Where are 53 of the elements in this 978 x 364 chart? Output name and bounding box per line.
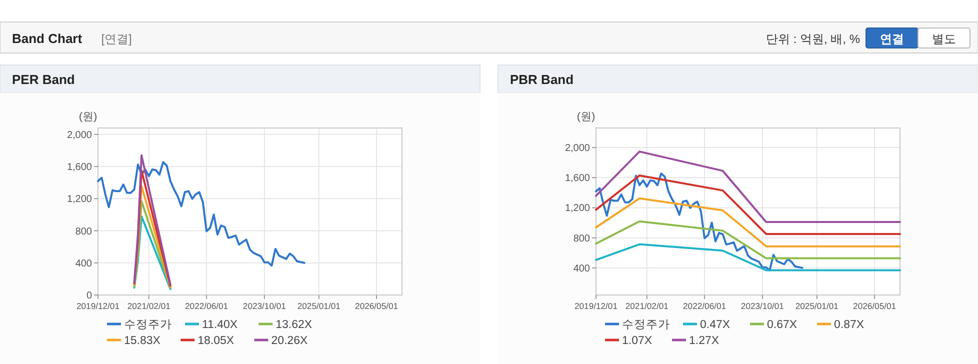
legend-label: 13.62X bbox=[276, 319, 312, 331]
legend-label: 1.07X bbox=[622, 335, 652, 347]
x-tick-label: 2022/06/01 bbox=[185, 301, 228, 311]
legend-label: 15.83X bbox=[124, 335, 161, 347]
x-tick-label: 2021/02/01 bbox=[625, 301, 669, 311]
x-tick-label: 2022/06/01 bbox=[683, 301, 726, 311]
x-tick-label: 2023/10/01 bbox=[740, 301, 784, 311]
y-tick-label: 2,000 bbox=[66, 130, 92, 141]
chart-title: PBR Band bbox=[510, 72, 574, 87]
y-tick-label: 1,600 bbox=[66, 162, 92, 174]
line-series bbox=[595, 197, 901, 248]
y-tick-label: 1,200 bbox=[66, 194, 92, 206]
y-tick-label: 0 bbox=[86, 290, 92, 302]
line-series bbox=[595, 174, 901, 235]
y-tick-label: 1,200 bbox=[564, 203, 590, 214]
x-tick-label: 2023/10/01 bbox=[242, 301, 286, 311]
legend-label: 20.26X bbox=[271, 335, 308, 347]
y-tick-label: 400 bbox=[573, 263, 590, 274]
chart-title: PER Band bbox=[12, 72, 75, 87]
legend-label: 18.05X bbox=[198, 335, 234, 347]
toggle-button: 연결 bbox=[866, 28, 918, 48]
x-tick-label: 2026/05/01 bbox=[853, 301, 896, 311]
x-tick-label: 2025/01/01 bbox=[795, 301, 839, 311]
line-series bbox=[133, 215, 172, 290]
line-series bbox=[133, 200, 172, 289]
line-series bbox=[595, 243, 901, 272]
text: [연결] bbox=[101, 32, 132, 46]
x-tick-label: 2021/02/01 bbox=[127, 301, 171, 311]
legend-label: 0.87X bbox=[834, 319, 864, 331]
text: Band Chart bbox=[12, 31, 83, 46]
line-series bbox=[595, 220, 901, 260]
y-tick-label: 800 bbox=[573, 233, 590, 244]
line-series bbox=[97, 161, 306, 267]
y-tick-label: 1,600 bbox=[564, 173, 590, 184]
line-series bbox=[595, 150, 901, 224]
legend-label: 11.40X bbox=[202, 319, 238, 331]
legend-label: 1.27X bbox=[689, 335, 720, 347]
legend-label: 수정주가 bbox=[124, 319, 172, 331]
x-tick-label: 2026/05/01 bbox=[355, 301, 398, 311]
y-axis-title: (원) bbox=[78, 111, 98, 123]
text: 단위 : 억원, 배, % bbox=[766, 32, 860, 46]
legend-label: 수정주가 bbox=[622, 319, 670, 331]
line-series bbox=[595, 172, 804, 272]
y-axis-title: (원) bbox=[576, 111, 596, 123]
x-tick-label: 2019/12/01 bbox=[574, 301, 618, 311]
toggle-button: 별도 bbox=[918, 28, 970, 48]
x-tick-label: 2025/01/01 bbox=[297, 301, 341, 311]
y-tick-label: 2,000 bbox=[564, 143, 590, 154]
y-tick-label: 400 bbox=[75, 258, 92, 270]
x-tick-label: 2019/12/01 bbox=[76, 301, 120, 311]
legend-label: 0.47X bbox=[700, 319, 730, 331]
y-tick-label: 800 bbox=[75, 226, 92, 238]
legend-label: 0.67X bbox=[767, 319, 798, 331]
